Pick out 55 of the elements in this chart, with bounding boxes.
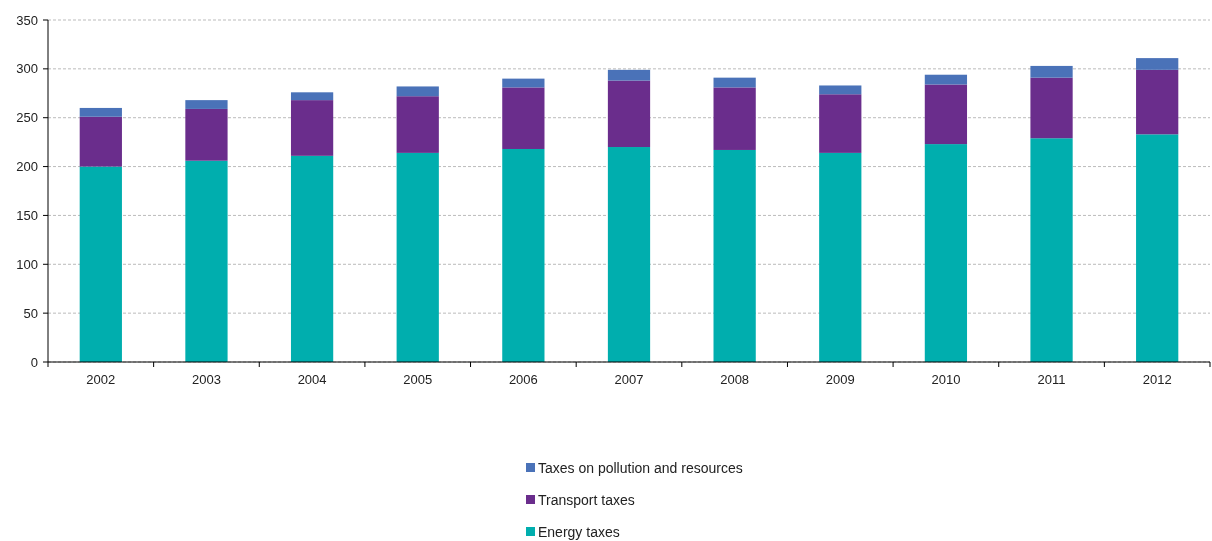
x-tick-label: 2010	[931, 372, 961, 387]
bar	[1136, 134, 1179, 362]
bar	[607, 80, 651, 148]
bar	[713, 87, 756, 150]
bar	[502, 78, 545, 88]
legend-label: Taxes on pollution and resources	[538, 459, 743, 476]
bar	[396, 152, 439, 362]
bar	[185, 100, 228, 109]
bar	[185, 108, 228, 161]
bar	[396, 86, 439, 97]
bar	[396, 96, 439, 153]
legend-label: Energy taxes	[538, 523, 620, 540]
bar	[607, 69, 651, 81]
x-tick-label: 2002	[86, 372, 116, 387]
bar	[607, 147, 651, 362]
legend-label: Transport taxes	[538, 491, 635, 508]
bar	[1030, 138, 1073, 362]
x-tick-label: 2003	[191, 372, 221, 387]
bar	[502, 148, 545, 362]
y-tick-label: 0	[30, 354, 38, 370]
x-tick-label: 2005	[403, 372, 433, 387]
bar	[502, 87, 545, 149]
y-tick-label: 150	[16, 207, 38, 223]
x-tick-label: 2004	[297, 372, 327, 387]
bar	[1030, 65, 1073, 78]
bar	[819, 94, 862, 153]
y-tick-label: 100	[16, 256, 38, 272]
bar	[1030, 77, 1073, 139]
bar	[1136, 69, 1179, 135]
bar	[290, 92, 334, 101]
bar	[819, 152, 862, 362]
x-tick-label: 2008	[720, 372, 750, 387]
bar	[79, 166, 122, 362]
y-tick-label: 350	[16, 12, 38, 28]
bar	[290, 100, 334, 156]
x-tick-label: 2006	[508, 372, 538, 387]
bar	[819, 85, 862, 95]
x-tick-label: 2011	[1037, 372, 1066, 387]
y-tick-label: 200	[16, 159, 38, 175]
bar	[290, 155, 334, 362]
x-tick-label: 2009	[825, 372, 855, 387]
x-tick-label: 2012	[1142, 372, 1172, 387]
x-tick-label: 2007	[614, 372, 644, 387]
bar	[713, 149, 756, 362]
bar	[185, 160, 228, 362]
bar	[924, 84, 968, 145]
bar	[924, 74, 968, 85]
bar	[713, 77, 756, 88]
bar	[1136, 58, 1179, 70]
bar	[79, 116, 122, 167]
y-tick-label: 50	[23, 305, 38, 321]
y-tick-label: 300	[16, 61, 38, 77]
bar	[79, 107, 122, 117]
y-tick-label: 250	[16, 110, 38, 126]
bar	[924, 144, 968, 362]
